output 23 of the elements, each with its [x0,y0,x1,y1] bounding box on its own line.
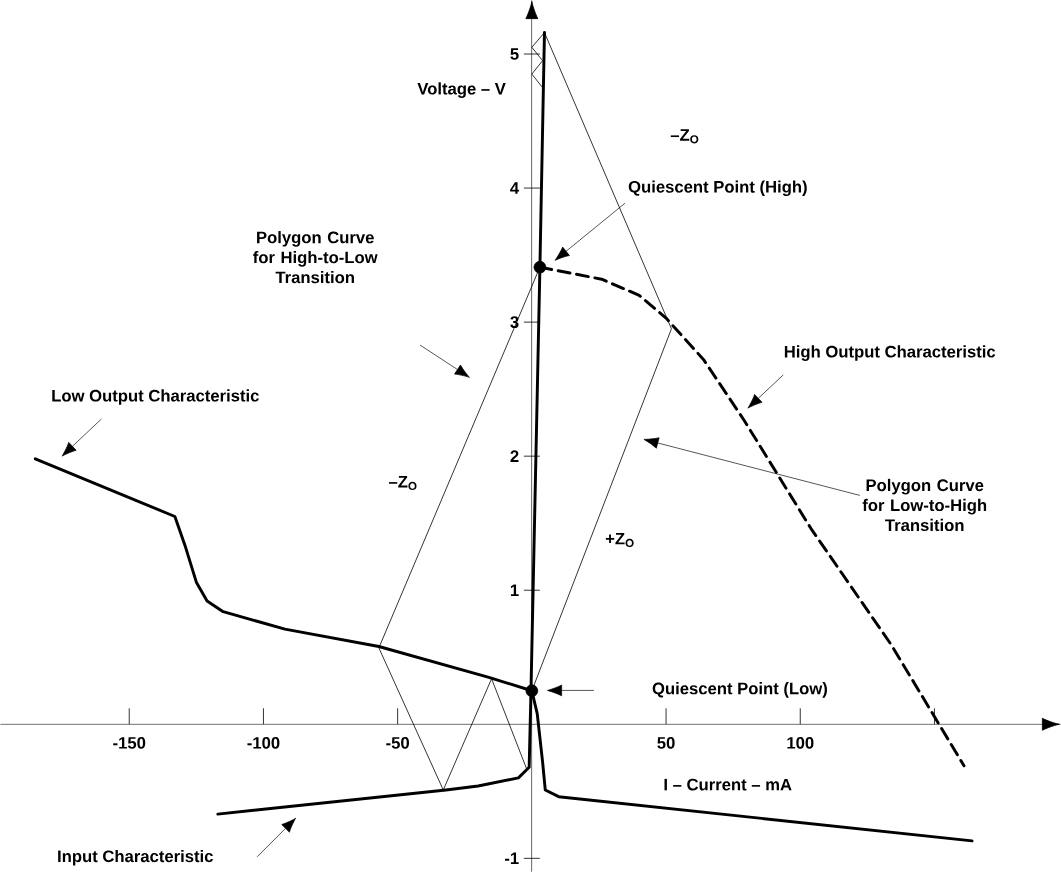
x-tick-label: -100 [247,736,280,749]
x-tick-label: -150 [113,736,146,749]
annotation: Quiescent Point (Low) [652,682,827,698]
x-tick-label: -50 [386,736,410,749]
x-tick-label: 100 [787,736,814,749]
annotation: Low Output Characteristic [52,389,259,405]
x-axis-title: I – Current – mA [664,778,792,791]
y-tick-label: 1 [510,584,519,596]
y-tick-label: -1 [504,852,519,864]
annotation: –Z$_{O}$ [670,129,699,144]
annotation: –Z$_{O}$ [389,475,417,491]
y-tick-label: 3 [510,316,519,328]
annotation: Quiescent Point (High) [628,180,807,196]
y-tick-label: 5 [510,48,519,60]
annotation: Polygon Curve for High-to-Low Transition [253,231,378,284]
annotation: High Output Characteristic [784,345,996,361]
annotation: +Z$_{O}$ [605,532,634,548]
y-axis-title: Voltage – V [417,82,506,98]
annotation: Polygon Curve for Low-to-High Transition [862,478,987,532]
y-tick-label: 2 [510,450,519,462]
x-tick-label: 50 [657,736,675,749]
annotation: Input Characteristic [58,849,213,866]
y-tick-label: 4 [510,182,520,194]
